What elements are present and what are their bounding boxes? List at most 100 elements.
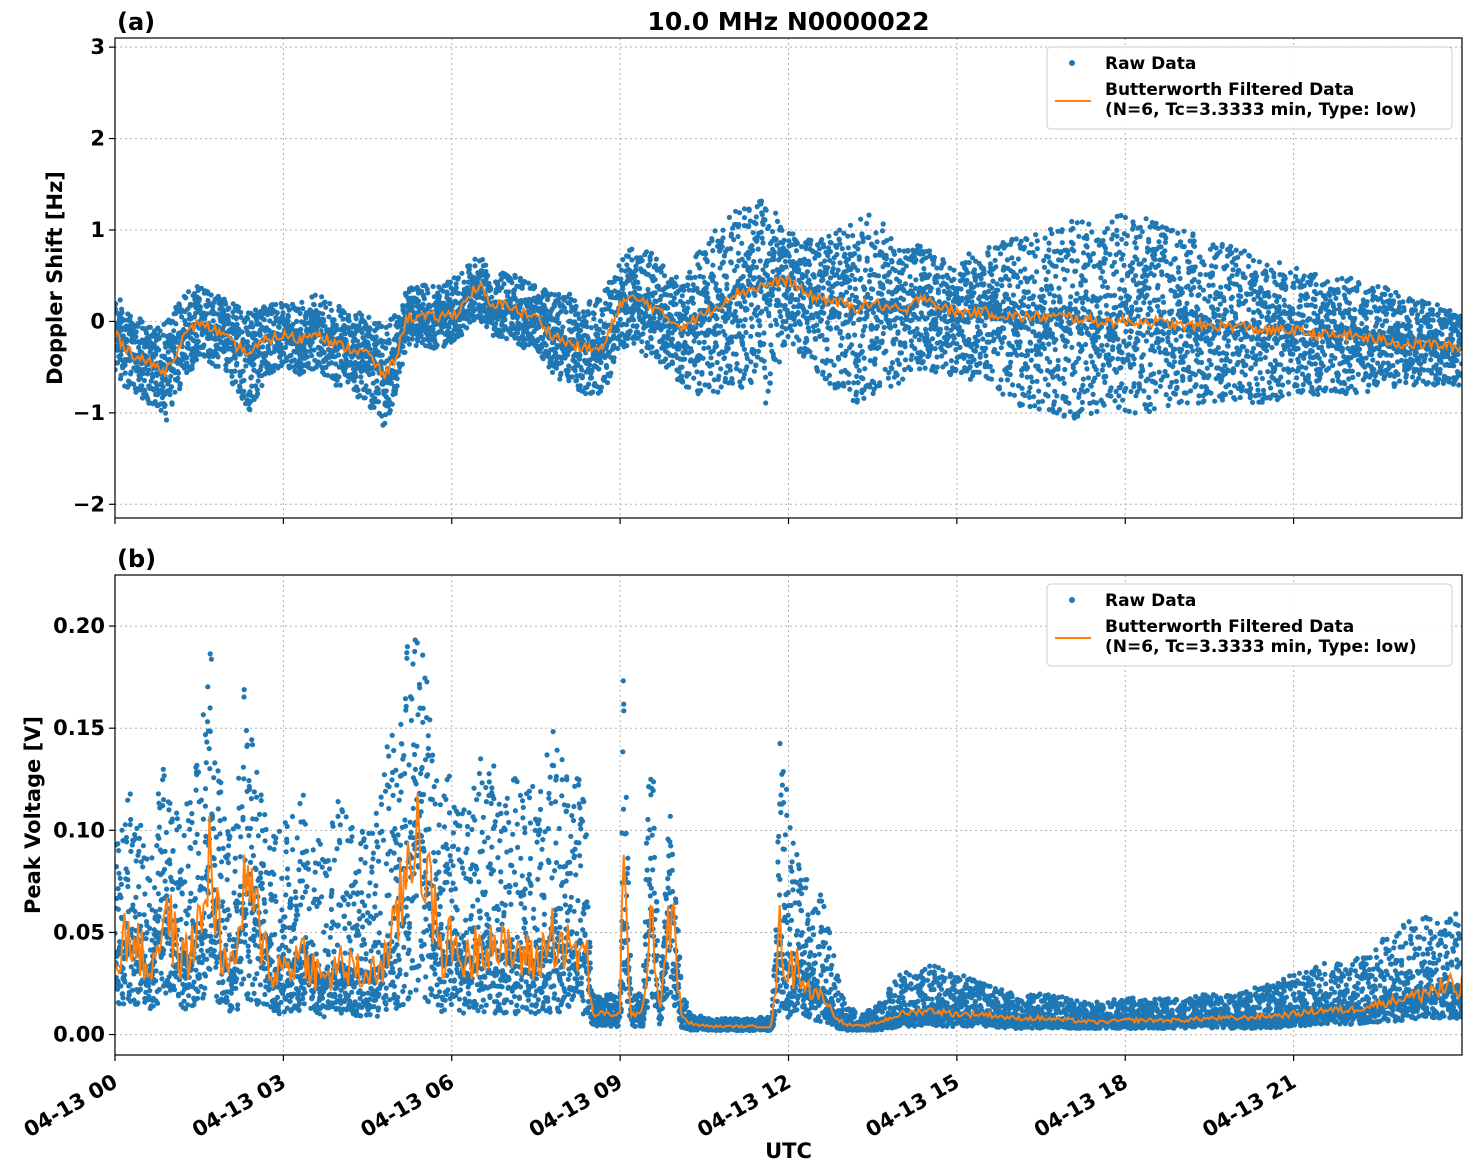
raw-data-point bbox=[581, 314, 587, 320]
raw-data-point bbox=[221, 309, 227, 315]
raw-data-point bbox=[712, 228, 718, 234]
raw-data-point bbox=[735, 233, 741, 240]
raw-data-point bbox=[484, 319, 490, 325]
raw-data-point bbox=[634, 323, 640, 329]
raw-data-point bbox=[877, 383, 883, 389]
raw-data-point bbox=[142, 387, 148, 393]
raw-data-point bbox=[906, 325, 912, 331]
raw-data-point bbox=[703, 251, 709, 257]
raw-data-point bbox=[746, 223, 752, 229]
raw-data-point bbox=[285, 318, 291, 324]
raw-data-point bbox=[771, 249, 777, 255]
raw-data-point bbox=[717, 323, 724, 329]
raw-data-point bbox=[702, 382, 708, 388]
raw-data-point bbox=[321, 349, 327, 356]
raw-data-point bbox=[896, 247, 903, 253]
raw-data-point bbox=[721, 355, 728, 361]
raw-data-point bbox=[392, 314, 398, 320]
raw-data-point bbox=[366, 388, 372, 394]
raw-data-point bbox=[854, 363, 860, 369]
raw-data-point bbox=[945, 284, 951, 290]
raw-data-point bbox=[643, 352, 649, 359]
raw-data-point bbox=[294, 318, 300, 324]
raw-data-point bbox=[705, 281, 711, 287]
raw-data-point bbox=[526, 280, 532, 286]
raw-data-point bbox=[779, 330, 785, 336]
raw-data-point bbox=[379, 323, 385, 330]
raw-data-point bbox=[864, 312, 870, 318]
raw-data-point bbox=[819, 332, 825, 338]
raw-data-point bbox=[370, 370, 376, 377]
raw-data-point bbox=[359, 312, 365, 318]
raw-data-point bbox=[755, 304, 761, 310]
raw-data-point bbox=[194, 333, 200, 339]
raw-data-point bbox=[779, 227, 785, 233]
raw-data-point bbox=[156, 334, 162, 340]
raw-data-point bbox=[796, 337, 802, 343]
raw-data-point bbox=[710, 348, 716, 354]
raw-data-point bbox=[761, 341, 767, 347]
raw-data-point bbox=[829, 289, 835, 295]
raw-data-point bbox=[759, 235, 765, 241]
raw-data-point bbox=[725, 314, 731, 320]
raw-data-point bbox=[694, 369, 700, 375]
raw-data-point bbox=[640, 331, 646, 337]
raw-data-point bbox=[714, 315, 720, 322]
raw-data-point bbox=[472, 263, 478, 269]
raw-data-point bbox=[749, 243, 755, 249]
raw-data-point bbox=[872, 356, 878, 362]
raw-data-point bbox=[824, 346, 830, 352]
raw-data-point bbox=[848, 342, 855, 348]
raw-data-point bbox=[868, 267, 874, 273]
raw-data-point bbox=[811, 274, 817, 280]
raw-data-point bbox=[699, 330, 705, 336]
raw-data-point bbox=[483, 262, 489, 268]
raw-data-point bbox=[736, 222, 742, 228]
raw-data-point bbox=[828, 326, 834, 332]
raw-data-point bbox=[720, 259, 727, 265]
raw-data-point bbox=[933, 320, 939, 326]
raw-data-point bbox=[612, 288, 618, 294]
raw-data-point bbox=[222, 347, 228, 353]
raw-data-point bbox=[879, 228, 886, 234]
raw-data-point bbox=[744, 364, 750, 370]
raw-data-point bbox=[908, 366, 914, 373]
raw-data-point bbox=[363, 383, 369, 389]
raw-data-point bbox=[965, 270, 971, 276]
raw-data-point bbox=[425, 290, 431, 296]
raw-data-point bbox=[229, 373, 235, 379]
raw-data-point bbox=[413, 342, 419, 349]
raw-data-point bbox=[916, 337, 922, 343]
raw-data-point bbox=[700, 274, 706, 280]
raw-data-point bbox=[603, 300, 609, 306]
raw-data-point bbox=[240, 340, 247, 346]
raw-data-point bbox=[231, 330, 237, 337]
raw-data-point bbox=[656, 353, 662, 359]
raw-data-point bbox=[175, 370, 182, 376]
raw-data-point bbox=[297, 310, 303, 316]
raw-data-point bbox=[238, 309, 244, 315]
raw-data-point bbox=[969, 299, 975, 305]
raw-data-point bbox=[583, 319, 589, 325]
raw-data-point bbox=[586, 381, 592, 387]
raw-data-point bbox=[265, 361, 271, 367]
raw-data-point bbox=[473, 306, 480, 312]
raw-data-point bbox=[846, 371, 852, 377]
raw-data-point bbox=[827, 248, 834, 255]
raw-data-point bbox=[690, 282, 696, 288]
raw-data-point bbox=[374, 378, 380, 384]
raw-data-point bbox=[643, 323, 650, 329]
raw-data-point bbox=[247, 389, 253, 395]
raw-data-point bbox=[845, 245, 851, 251]
raw-data-point bbox=[966, 336, 972, 343]
raw-data-point bbox=[575, 311, 581, 317]
raw-data-point bbox=[795, 297, 801, 303]
raw-data-point bbox=[263, 352, 269, 359]
raw-data-point bbox=[815, 368, 821, 374]
raw-data-point bbox=[652, 277, 658, 283]
raw-data-point bbox=[560, 324, 566, 330]
raw-data-point bbox=[375, 386, 381, 392]
raw-data-point bbox=[728, 260, 735, 266]
raw-data-point bbox=[736, 210, 743, 216]
raw-data-point bbox=[750, 230, 756, 236]
